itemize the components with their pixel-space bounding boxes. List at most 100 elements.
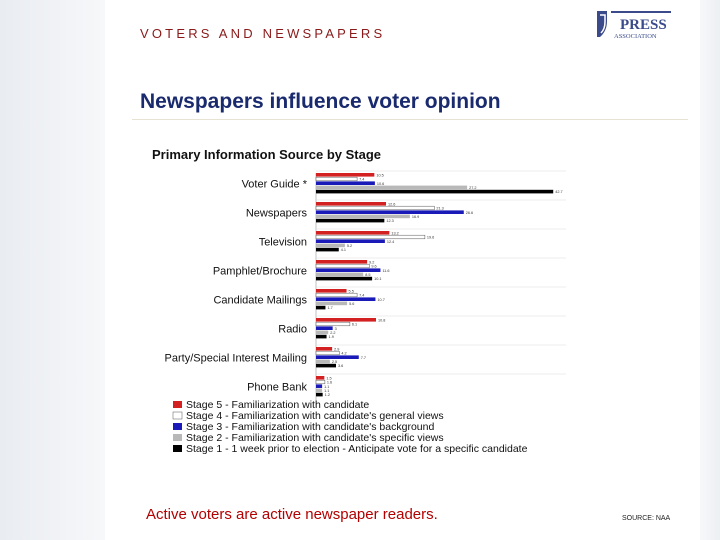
source-note: SOURCE: NAA [622, 515, 671, 522]
bar [316, 301, 348, 306]
right-decorative-panel [700, 0, 720, 540]
data-label: 10.7 [377, 298, 384, 302]
bar [315, 321, 351, 327]
data-label: 1.2 [325, 393, 330, 397]
data-label: 12.6 [388, 202, 395, 206]
bar [316, 330, 329, 335]
bar [316, 231, 390, 235]
data-label: 12.3 [386, 219, 393, 223]
data-label: 4.1 [341, 248, 346, 252]
data-label: 6.1 [352, 323, 357, 327]
data-label: 1.7 [327, 306, 332, 310]
data-label: 16.9 [412, 215, 419, 219]
bar [316, 359, 330, 364]
bar [316, 268, 381, 272]
bar [315, 379, 326, 385]
data-label: 2.5 [332, 360, 337, 364]
category-label: Radio [278, 324, 307, 336]
category-label: Television [259, 237, 307, 249]
data-label: 42.7 [555, 190, 562, 194]
bar [316, 210, 464, 214]
data-label: 3 [335, 327, 337, 331]
section-kicker: VOTERS AND NEWSPAPERS [140, 26, 386, 41]
bar [316, 347, 333, 351]
bar [316, 189, 554, 194]
data-label: 5.2 [347, 244, 352, 248]
data-label: 1.5 [326, 376, 331, 380]
legend-swatch [173, 401, 182, 408]
data-label: 21.3 [436, 207, 443, 211]
data-label: 10.6 [377, 182, 384, 186]
bar [316, 384, 323, 388]
legend-entry: Stage 4 - Familiarization with candidate… [186, 410, 444, 422]
bar [316, 376, 325, 380]
category-label: Candidate Mailings [213, 295, 307, 307]
bar [316, 214, 410, 219]
data-label: 12.4 [387, 240, 394, 244]
data-label: 3.6 [338, 364, 343, 368]
bar [316, 392, 323, 397]
bar [316, 334, 327, 339]
category-label: Phone Bank [247, 382, 307, 394]
bar [316, 243, 345, 248]
data-label: 8.5 [365, 273, 370, 277]
data-label: 4.2 [341, 352, 346, 356]
bar [316, 305, 326, 310]
legend-entry: Stage 3 - Familiarization with candidate… [186, 421, 434, 433]
source-by-stage-chart: Primary Information Source by Stage Voter… [152, 147, 566, 455]
data-label: 9.2 [369, 260, 374, 264]
data-label: 19.6 [427, 236, 434, 240]
bar [316, 318, 376, 322]
bar [316, 297, 376, 301]
data-label: 1.1 [324, 385, 329, 389]
data-label: 10.1 [374, 277, 381, 281]
category-label: Party/Special Interest Mailing [165, 353, 307, 365]
category-label: Pamphlet/Brochure [213, 266, 307, 278]
data-label: 13.2 [391, 231, 398, 235]
data-label: 2.9 [334, 347, 339, 351]
svg-text:PRESS: PRESS [620, 17, 667, 33]
bar [316, 260, 368, 264]
category-label: Voter Guide * [242, 179, 308, 191]
bar [315, 234, 426, 240]
legend-swatch [173, 445, 182, 452]
press-association-logo: PRESS ASSOCIATION [594, 7, 676, 43]
data-label: 7.4 [359, 294, 364, 298]
category-label: Newspapers [246, 208, 308, 220]
bar [316, 355, 359, 359]
bar [316, 247, 339, 252]
legend-swatch [173, 423, 182, 430]
bar [316, 173, 375, 177]
data-label: 27.2 [469, 186, 476, 190]
data-label: 5.5 [349, 289, 354, 293]
bar [316, 202, 386, 206]
bar [316, 272, 364, 277]
data-label: 10.8 [378, 318, 385, 322]
bar [315, 292, 358, 298]
bar [316, 289, 347, 293]
caption: Active voters are active newspaper reade… [146, 506, 438, 523]
svg-text:ASSOCIATION: ASSOCIATION [614, 33, 657, 40]
bar [316, 239, 385, 243]
data-label: 11.6 [382, 269, 389, 273]
bar [316, 181, 375, 185]
bar [315, 263, 370, 269]
data-label: 10.5 [376, 173, 383, 177]
legend-swatch [173, 434, 182, 441]
bar [315, 350, 340, 356]
bar [316, 185, 468, 190]
data-label: 1.9 [329, 335, 334, 339]
data-label: 5.6 [349, 302, 354, 306]
legend-entry: Stage 1 - 1 week prior to election - Ant… [186, 443, 528, 455]
legend-entry: Stage 5 - Familiarization with candidate [186, 399, 369, 411]
data-label: 7.7 [361, 356, 366, 360]
bar [316, 388, 323, 393]
bar [316, 276, 373, 281]
data-label: 2.2 [330, 331, 335, 335]
chart-title: Primary Information Source by Stage [152, 147, 381, 162]
legend-swatch [172, 411, 183, 420]
data-label: 1.1 [324, 389, 329, 393]
bar [316, 326, 333, 330]
legend-entry: Stage 2 - Familiarization with candidate… [186, 432, 444, 444]
data-label: 7.4 [359, 178, 364, 182]
